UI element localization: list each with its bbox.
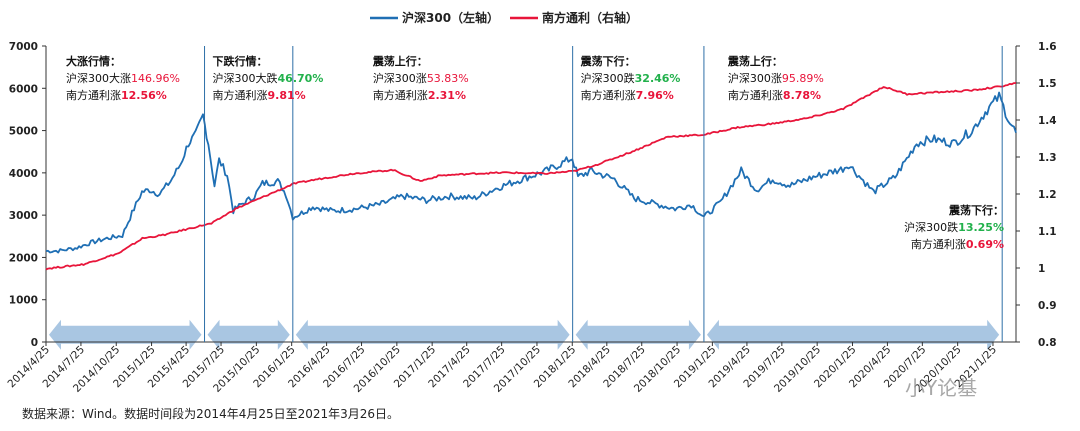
phase-line-1: 沪深300大跌46.70% (213, 71, 324, 85)
phase-line-2-label: 南方通利涨 (911, 237, 966, 251)
phase-line-2: 南方通利涨8.78% (728, 88, 821, 102)
phase-line-1: 沪深300跌13.25% (904, 220, 1004, 234)
phase-line-1-label: 沪深300跌 (581, 71, 635, 85)
phase-line-1-value: 146.96% (131, 72, 180, 85)
phase-line-1: 沪深300大涨146.96% (66, 71, 180, 85)
chart-legend: 沪深300（左轴） 南方通利（右轴） (370, 10, 638, 25)
series-lines (45, 82, 1017, 271)
source-note: 数据来源：Wind。数据时间段为2014年4月25日至2021年3月26日。 (22, 407, 400, 421)
phase-line-1-value: 13.25% (958, 221, 1004, 234)
phase-line-1-label: 沪深300涨 (373, 71, 427, 85)
phase-annotation: 下跌行情： 沪深300大跌46.70% 南方通利涨9.81% (213, 54, 324, 102)
y-right-tick-label: 0.9 (1038, 300, 1057, 312)
phase-line-2-value: 12.56% (121, 89, 167, 102)
legend-label: 南方通利（右轴） (542, 10, 638, 25)
phase-line-2-label: 南方通利涨 (728, 88, 783, 102)
phase-line-1: 沪深300跌32.46% (581, 71, 681, 85)
phase-line-1-value: 95.89% (782, 72, 824, 85)
phase-annotation: 震荡上行： 沪深300涨95.89% 南方通利涨8.78% (727, 54, 824, 102)
phase-line-2: 南方通利涨12.56% (66, 88, 167, 102)
phase-title: 下跌行情： (213, 54, 268, 68)
phase-line-2: 南方通利涨0.69% (911, 237, 1004, 251)
y-left-tick-label: 7000 (9, 41, 38, 53)
y-left-tick-label: 2000 (9, 252, 38, 264)
legend-item: 沪深300（左轴） (370, 10, 499, 25)
y-right-tick-label: 1.4 (1038, 115, 1057, 127)
y-left-tick-label: 0 (31, 337, 38, 349)
phase-line-1: 沪深300涨53.83% (373, 71, 469, 85)
phase-title: 震荡下行： (580, 54, 636, 68)
series-line-1 (45, 91, 1017, 254)
phase-annotations: 大涨行情：沪深300大涨146.96%南方通利涨12.56%下跌行情：沪深300… (66, 54, 1004, 251)
phase-dividers (204, 46, 1003, 342)
phase-line-2-label: 南方通利涨 (373, 88, 428, 102)
y-right-tick-label: 1.5 (1038, 78, 1057, 90)
phase-line-2: 南方通利涨2.31% (373, 88, 466, 102)
y-left-tick-label: 3000 (9, 210, 38, 222)
phase-line-2-label: 南方通利涨 (581, 88, 636, 102)
y-right-tick-label: 0.8 (1038, 337, 1057, 349)
phase-title: 震荡下行： (948, 203, 1004, 217)
phase-line-2-label: 南方通利涨 (213, 88, 268, 102)
legend-item: 南方通利（右轴） (510, 10, 638, 25)
y-right-tick-label: 1.6 (1038, 41, 1057, 53)
phase-title: 震荡上行： (727, 54, 783, 68)
y-right-tick-label: 1.3 (1038, 152, 1057, 164)
y-left-tick-label: 4000 (9, 168, 38, 180)
phase-line-1-label: 沪深300大跌 (213, 71, 278, 85)
phase-annotation: 震荡下行： 沪深300跌32.46% 南方通利涨7.96% (580, 54, 681, 102)
y-right-tick-label: 1 (1038, 263, 1045, 275)
phase-line-2-value: 7.96% (636, 89, 674, 102)
phase-line-2-label: 南方通利涨 (66, 88, 121, 102)
phase-annotation: 震荡下行： 沪深300跌13.25% 南方通利涨0.69% (904, 203, 1004, 251)
phase-line-1-label: 沪深300跌 (904, 220, 958, 234)
legend-label: 沪深300（左轴） (402, 10, 499, 25)
phase-line-2-value: 0.69% (966, 238, 1004, 251)
phase-line-2-value: 8.78% (783, 89, 821, 102)
series-line-2 (45, 82, 1017, 271)
y-right-tick-label: 1.2 (1038, 189, 1057, 201)
y-right-tick-label: 1.1 (1038, 226, 1057, 238)
phase-title: 震荡上行： (372, 54, 428, 68)
phase-line-1: 沪深300涨95.89% (728, 71, 824, 85)
phase-line-1-label: 沪深300大涨 (66, 71, 131, 85)
phase-line-2: 南方通利涨7.96% (581, 88, 674, 102)
y-left-tick-label: 5000 (9, 126, 38, 138)
phase-annotation: 震荡上行： 沪深300涨53.83% 南方通利涨2.31% (372, 54, 469, 102)
phase-title: 大涨行情： (66, 54, 121, 68)
watermark: 小Y论基 (905, 376, 978, 400)
phase-line-2-value: 2.31% (428, 89, 466, 102)
phase-line-2-value: 9.81% (268, 89, 306, 102)
phase-arrows (49, 319, 1000, 350)
phase-line-1-value: 53.83% (427, 72, 469, 85)
phase-line-1-value: 46.70% (278, 72, 324, 85)
phase-line-1-label: 沪深300涨 (728, 71, 782, 85)
phase-line-2: 南方通利涨9.81% (213, 88, 306, 102)
phase-arrow (295, 319, 570, 350)
phase-arrow (49, 319, 202, 350)
y-left-tick-label: 6000 (9, 83, 38, 95)
phase-line-1-value: 32.46% (635, 72, 681, 85)
phase-annotation: 大涨行情： 沪深300大涨146.96% 南方通利涨12.56% (66, 54, 180, 102)
y-left-tick-label: 1000 (9, 295, 38, 307)
